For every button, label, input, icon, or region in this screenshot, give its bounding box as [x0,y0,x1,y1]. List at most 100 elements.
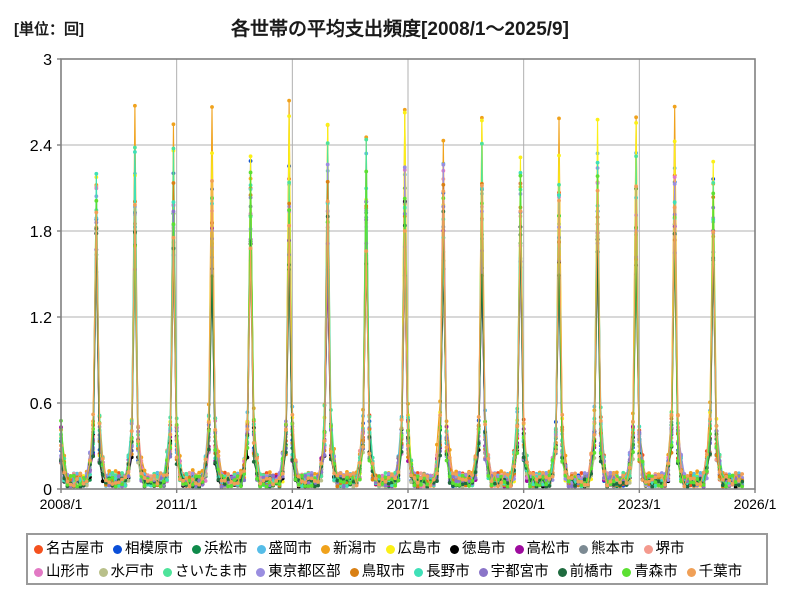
legend-item[interactable]: 名古屋市 [34,542,104,557]
legend-marker-icon [579,545,588,554]
data-point-marker [631,449,635,454]
data-point-marker [174,455,179,460]
data-point-marker [611,479,616,484]
legend-marker-icon [686,568,696,577]
data-point-marker [412,483,417,488]
data-point-marker [81,481,86,486]
data-point-marker [100,456,105,461]
data-point-marker [560,412,565,417]
series-group [59,98,745,490]
data-point-marker [441,189,446,194]
legend-item[interactable]: 宇都宮市 [478,565,549,580]
data-point-marker [194,474,198,479]
legend-item[interactable]: 長野市 [414,565,470,580]
x-axis-tick-label: 2023/1 [618,496,661,512]
data-point-marker [717,470,722,475]
legend-item[interactable]: 広島市 [385,542,441,557]
legend-label: 東京都区部 [268,564,341,581]
data-point-marker [557,153,561,158]
data-point-marker [229,484,234,488]
data-point-marker [737,471,741,476]
legend-item[interactable]: 前橋市 [557,565,613,580]
data-point-marker [418,471,423,476]
data-point-marker [383,475,388,480]
data-point-marker [463,473,468,477]
data-point-marker [502,471,507,476]
data-point-marker [656,479,661,484]
data-point-marker [293,477,298,482]
data-point-marker [242,469,247,473]
data-point-marker [370,461,375,466]
data-point-marker [171,146,176,151]
data-point-marker [133,202,137,207]
data-point-marker [624,481,629,486]
data-point-marker [335,473,340,478]
data-point-marker [165,473,169,477]
data-point-marker [287,208,292,213]
legend-item[interactable]: 徳島市 [450,542,506,557]
data-point-marker [120,477,124,482]
legend-item[interactable]: 東京都区部 [256,565,341,580]
data-point-marker [544,482,549,487]
data-point-marker [133,103,137,108]
data-point-marker [557,182,561,187]
data-point-marker [142,484,147,488]
data-point-marker [142,476,147,480]
data-point-marker [94,171,99,176]
data-point-marker [91,412,96,417]
data-point-marker [312,484,317,489]
data-point-marker [332,471,336,476]
legend-item[interactable]: 新潟市 [321,542,377,557]
data-point-marker [444,458,449,463]
data-point-marker [235,481,240,486]
legend-item[interactable]: 相模原市 [113,542,183,557]
data-point-marker [113,469,118,473]
data-point-marker [402,229,407,233]
data-point-marker [653,480,658,484]
data-point-marker [505,473,510,477]
data-point-marker [287,201,292,206]
data-point-marker [190,468,195,472]
data-point-marker [126,470,131,474]
legend-item[interactable]: 千葉市 [686,565,742,580]
legend-item[interactable]: 熊本市 [579,542,635,557]
legend-item[interactable]: 浜松市 [192,542,248,557]
legend-item[interactable]: 山形市 [34,565,90,580]
legend-item[interactable]: さいたま市 [163,565,247,580]
data-point-marker [524,479,529,483]
legend-item[interactable]: 盛岡市 [256,542,312,557]
data-point-marker [659,484,664,489]
data-point-marker [605,483,610,488]
data-point-marker [528,470,532,475]
legend-item[interactable]: 水戸市 [98,565,154,580]
data-point-marker [402,165,407,170]
data-point-marker [579,483,584,488]
data-point-marker [560,459,565,464]
data-point-marker [197,482,202,487]
legend-item[interactable]: 堺市 [643,542,685,557]
data-point-marker [470,479,475,483]
data-point-marker [341,480,346,485]
legend-marker-icon [163,568,172,577]
data-point-marker [110,475,115,480]
data-point-marker [688,476,693,481]
plot-area: 0 0.6 1.2 1.8 2.4 3 2008/1 2011/1 2014/1 2017/1 20… [30,52,777,512]
legend-item[interactable]: 青森市 [622,565,678,580]
data-point-marker [502,480,507,484]
data-point-marker [319,478,324,483]
legend-item[interactable]: 鳥取市 [349,565,405,580]
data-point-marker [303,473,308,478]
data-point-marker [345,471,349,476]
legend-label: 高松市 [526,541,571,558]
data-point-marker [328,449,333,454]
data-point-marker [116,483,121,488]
y-axis-tick-label: 1.2 [30,310,52,327]
data-point-marker [187,470,192,475]
legend-marker-icon [98,568,108,577]
data-point-marker [634,154,639,159]
data-point-marker [290,422,295,426]
data-point-marker [704,452,709,457]
legend-item[interactable]: 高松市 [514,541,571,558]
data-point-marker [393,483,398,488]
data-point-marker [518,209,523,214]
